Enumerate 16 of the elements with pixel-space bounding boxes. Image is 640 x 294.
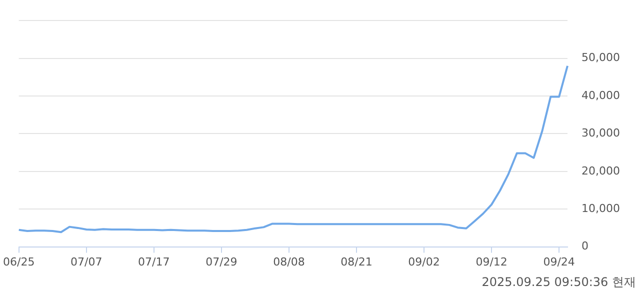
x-tick-label: 09/02: [408, 255, 440, 268]
y-tick-label: 20,000: [582, 164, 620, 178]
x-tick-label: 07/07: [70, 255, 102, 268]
x-tick-label: 08/21: [340, 255, 372, 268]
text: 2025.09.25 09:50:36 현재: [482, 274, 636, 291]
x-tick-label: 08/08: [273, 255, 305, 268]
x-tick-label: 07/17: [138, 255, 170, 268]
x-tick-label: 06/25: [3, 255, 35, 268]
y-tick-label: 0: [582, 240, 589, 253]
y-tick-label: 40,000: [582, 88, 620, 102]
y-tick-label: 50,000: [582, 51, 620, 64]
x-tick-label: 09/12: [476, 255, 508, 268]
x-tick-label: 09/24: [543, 255, 575, 268]
y-tick-label: 10,000: [582, 202, 620, 215]
y-tick-label: 30,000: [582, 126, 620, 140]
x-tick-label: 07/29: [206, 255, 238, 268]
